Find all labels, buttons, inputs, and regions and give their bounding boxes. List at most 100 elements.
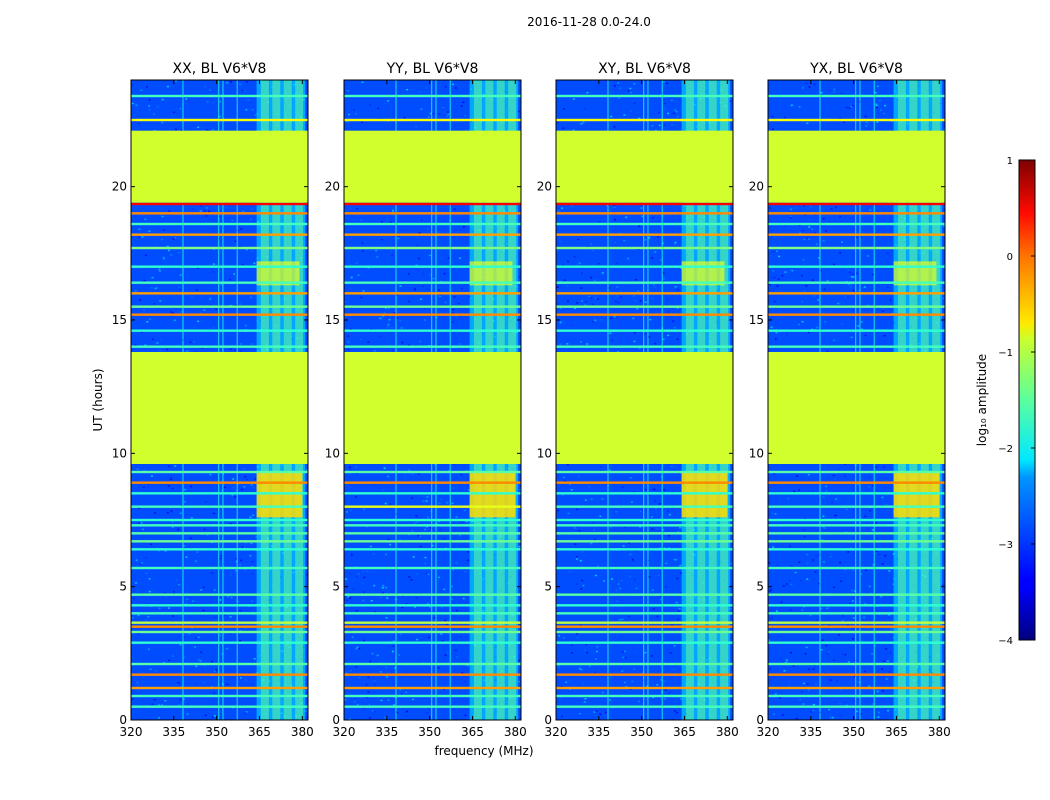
noise-pixel (411, 497, 414, 499)
noise-pixel (679, 698, 682, 700)
horizontal-feature-line (131, 532, 308, 535)
noise-pixel (183, 501, 186, 503)
noise-pixel (170, 311, 173, 313)
noise-pixel (839, 117, 842, 120)
noise-pixel (861, 328, 864, 331)
noise-pixel (657, 574, 660, 576)
noise-pixel (205, 207, 208, 209)
noise-pixel (167, 485, 170, 487)
horizontal-feature-line (344, 118, 521, 122)
noise-pixel (618, 97, 621, 99)
noise-pixel (633, 578, 636, 581)
noise-pixel (821, 328, 824, 330)
horizontal-feature-line (556, 612, 733, 615)
noise-pixel (868, 485, 871, 488)
noise-pixel (667, 311, 670, 313)
noise-pixel (133, 597, 136, 600)
noise-pixel (786, 333, 789, 335)
horizontal-feature-line (768, 292, 945, 295)
noise-pixel (648, 236, 651, 239)
noise-pixel (419, 340, 422, 343)
noise-pixel (147, 229, 150, 232)
noise-pixel (220, 555, 223, 557)
noise-pixel (218, 115, 221, 118)
noise-pixel (383, 312, 386, 314)
horizontal-feature-line (344, 222, 521, 226)
noise-pixel (244, 679, 247, 681)
noise-pixel (350, 509, 353, 512)
noise-pixel (844, 486, 847, 488)
x-tick-label: 335 (375, 725, 398, 739)
noise-pixel (813, 83, 816, 86)
noise-pixel (806, 683, 809, 685)
noise-pixel (177, 682, 180, 684)
noise-pixel (771, 570, 774, 573)
noise-pixel (384, 307, 387, 309)
noise-pixel (647, 238, 650, 240)
noise-pixel (135, 559, 138, 561)
horizontal-feature-line (556, 604, 733, 607)
noise-pixel (676, 288, 679, 291)
noise-pixel (818, 513, 821, 515)
noise-pixel (673, 559, 676, 561)
noise-pixel (166, 85, 169, 88)
noise-pixel (190, 517, 193, 519)
noise-pixel (882, 308, 885, 310)
noise-pixel (249, 554, 252, 557)
noise-pixel (848, 263, 851, 265)
noise-pixel (344, 300, 347, 303)
noise-pixel (367, 341, 370, 343)
noise-pixel (859, 713, 862, 715)
noise-pixel (885, 678, 888, 680)
noise-pixel (800, 579, 803, 582)
noise-pixel (617, 82, 620, 84)
noise-pixel (241, 263, 244, 266)
noise-pixel (593, 529, 596, 531)
noise-pixel (674, 241, 677, 244)
noise-pixel (809, 614, 812, 617)
noise-pixel (820, 607, 823, 610)
noise-pixel (807, 474, 810, 476)
noise-pixel (199, 512, 202, 514)
noise-pixel (200, 589, 203, 591)
noise-pixel (444, 301, 447, 304)
noise-pixel (142, 309, 145, 311)
noise-pixel (427, 116, 430, 118)
noise-pixel (382, 303, 385, 306)
noise-pixel (840, 580, 843, 583)
noise-pixel (426, 495, 429, 498)
noise-pixel (863, 616, 866, 619)
noise-pixel (876, 104, 879, 107)
noise-pixel (679, 255, 682, 257)
noise-pixel (803, 238, 806, 241)
noise-pixel (590, 498, 593, 500)
noise-pixel (439, 294, 442, 296)
noise-pixel (352, 109, 355, 111)
noise-pixel (140, 89, 143, 92)
noise-pixel (140, 331, 143, 333)
noise-pixel (841, 323, 844, 325)
noise-pixel (182, 698, 185, 701)
noise-pixel (239, 303, 242, 306)
noise-pixel (183, 656, 186, 659)
noise-pixel (636, 307, 639, 310)
noise-pixel (885, 647, 888, 650)
noise-pixel (881, 668, 884, 670)
noise-pixel (460, 105, 463, 107)
noise-pixel (188, 632, 191, 635)
horizontal-feature-line (131, 329, 308, 332)
noise-pixel (622, 656, 625, 659)
noise-pixel (427, 573, 430, 576)
noise-pixel (771, 229, 774, 232)
noise-pixel (168, 465, 171, 468)
noise-pixel (576, 525, 579, 528)
noise-pixel (354, 496, 357, 498)
noise-pixel (207, 90, 210, 92)
noise-pixel (191, 296, 194, 298)
noise-pixel (355, 575, 358, 578)
noise-pixel (671, 668, 674, 671)
noise-pixel (824, 230, 827, 232)
noise-pixel (352, 579, 355, 582)
noise-pixel (345, 294, 348, 297)
